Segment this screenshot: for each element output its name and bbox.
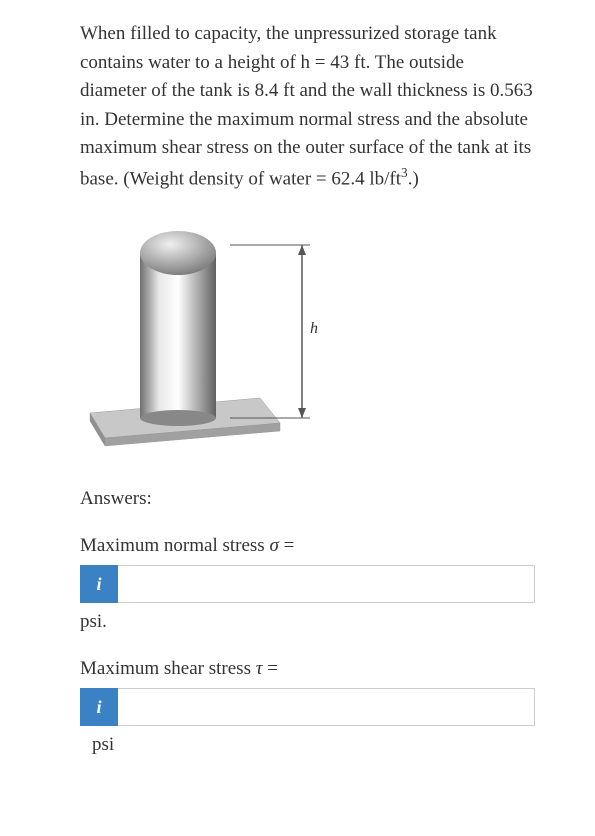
unit-label-psi: psi <box>92 734 535 756</box>
shear-stress-input[interactable] <box>118 688 535 726</box>
info-icon[interactable]: i <box>80 565 118 603</box>
normal-stress-label: Maximum normal stress σ = <box>80 535 535 557</box>
height-label: h <box>310 320 318 337</box>
unit-label-psi: psi. <box>80 611 535 633</box>
problem-statement: When filled to capacity, the unpressuriz… <box>80 20 535 193</box>
tank-diagram: h <box>80 223 535 458</box>
answer-group-shear-stress: Maximum shear stress τ = i psi <box>80 658 535 756</box>
info-icon[interactable]: i <box>80 688 118 726</box>
answer-group-normal-stress: Maximum normal stress σ = i psi. <box>80 535 535 633</box>
answers-heading: Answers: <box>80 488 535 510</box>
shear-stress-label: Maximum shear stress τ = <box>80 658 535 680</box>
normal-stress-input[interactable] <box>118 565 535 603</box>
